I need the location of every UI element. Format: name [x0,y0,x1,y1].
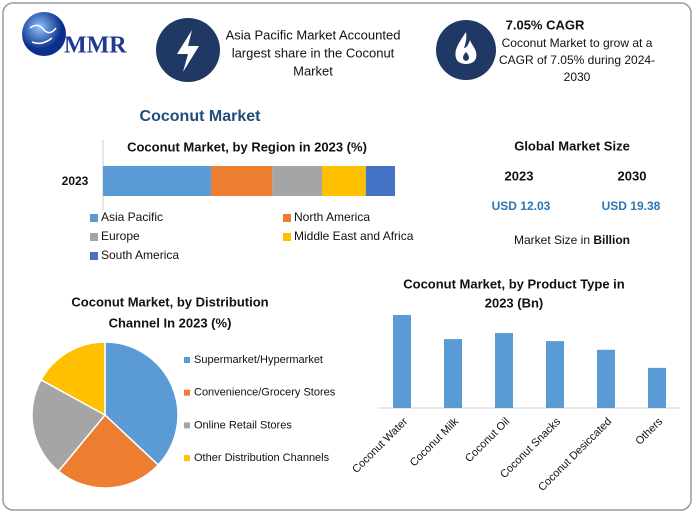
legend-label: Other Distribution Channels [194,452,330,464]
legend-label: Online Retail Stores [194,419,292,431]
legend-swatch [90,214,98,222]
flame-icon [455,32,477,64]
bar [648,367,666,408]
bar-segment [211,166,273,196]
info-text: largest share in the Coconut [232,45,395,60]
category-label: 2023 [62,174,89,188]
note-unit: Billion [593,233,630,247]
legend-label: North America [294,210,370,224]
section-title: Coconut Market [140,108,262,125]
info-text: CAGR of 7.05% during 2024- [499,53,655,67]
bar-segment [103,166,212,196]
year: 2030 [618,168,647,183]
logo-globe [22,12,66,56]
frame [2,2,692,511]
logo-text: MMR [64,33,127,59]
legend-swatch [283,214,291,222]
legend-swatch [184,389,190,396]
bar [597,349,615,408]
pie-slice [40,341,106,417]
legend-label: Supermarket/Hypermarket [194,354,323,366]
market-size-title: Global Market Size [514,138,630,153]
info-text: 2030 [564,70,591,84]
chart-title: Coconut Market, by Distribution [71,294,268,309]
bar [444,339,462,408]
chart-title: Channel In 2023 (%) [109,315,232,330]
bar [546,341,564,408]
chart-title: Coconut Market, by Region in 2023 (%) [127,139,367,154]
legend-swatch [283,233,291,241]
note-text: Market Size in [514,233,593,247]
logo-lines [29,24,57,45]
year: 2023 [505,168,534,183]
legend-label: South America [101,248,179,262]
legend-swatch [184,422,190,429]
pie-slice [31,378,107,473]
chart-title: 2023 (Bn) [485,295,544,310]
bar-segment [272,166,322,196]
info-text: Coconut Market to grow at a [502,36,653,50]
bar [495,333,513,408]
legend-swatch [184,455,190,462]
legend-swatch [184,357,190,363]
legend-label: Asia Pacific [101,210,163,224]
legend-label: Convenience/Grocery Stores [194,387,336,399]
bolt-icon [177,30,199,72]
legend-swatch [90,233,98,241]
market-value: USD 19.38 [602,199,661,213]
legend-label: Middle East and Africa [294,229,414,243]
bar-segment [322,166,366,196]
legend-swatch [90,252,98,260]
legend-label: Europe [101,229,140,243]
info-text: Asia Pacific Market Accounted [226,27,401,42]
info-text: Market [293,63,333,78]
market-note: Market Size in Billion [514,233,630,247]
pie-slice [57,413,160,489]
pie-slice [104,341,179,467]
cagr-title: 7.05% CAGR [506,17,585,32]
chart-title: Coconut Market, by Product Type in [403,276,625,291]
bar-segment [365,166,395,196]
bar [393,315,411,408]
market-value: USD 12.03 [492,199,551,213]
